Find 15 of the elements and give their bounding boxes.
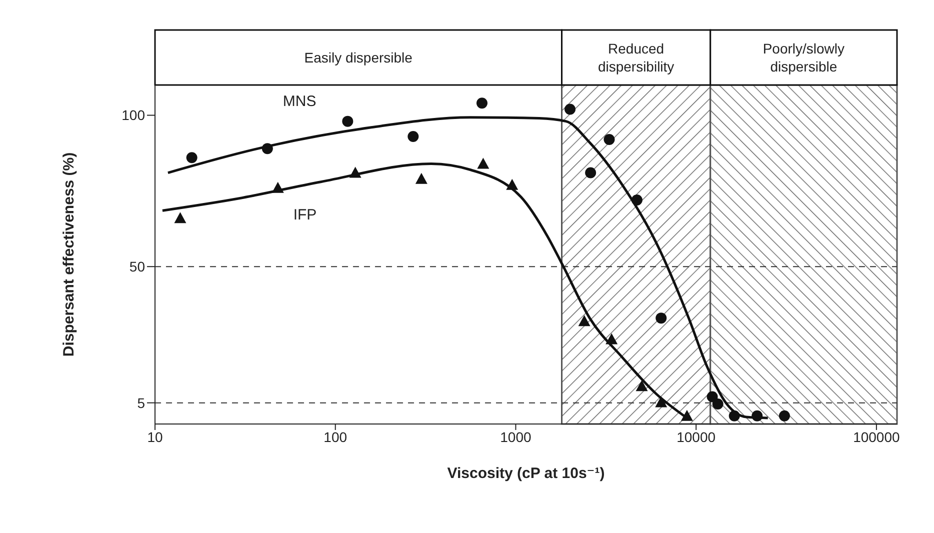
band-label: Poorly/slowly dispersible xyxy=(762,40,845,74)
series-label: MNS xyxy=(282,93,316,110)
y-tick-label: 50 xyxy=(129,258,146,275)
x-tick-label: 10 xyxy=(147,428,163,445)
x-tick-label: 100 xyxy=(324,428,348,445)
y-tick-label: 5 xyxy=(137,394,146,411)
band-label: Reduced dispersibility xyxy=(598,40,674,74)
x-axis-title: Viscosity (cP at 10s⁻¹) xyxy=(447,465,605,482)
x-tick-label: 100000 xyxy=(853,428,900,445)
series-label: IFP xyxy=(293,206,317,224)
text: Easily dispersible xyxy=(304,50,413,66)
x-tick-label: 1000 xyxy=(500,428,532,445)
y-tick-label: 100 xyxy=(122,107,146,124)
y-axis-title: Dispersant effectiveness (%) xyxy=(60,152,78,357)
x-tick-label: 10000 xyxy=(676,428,716,445)
